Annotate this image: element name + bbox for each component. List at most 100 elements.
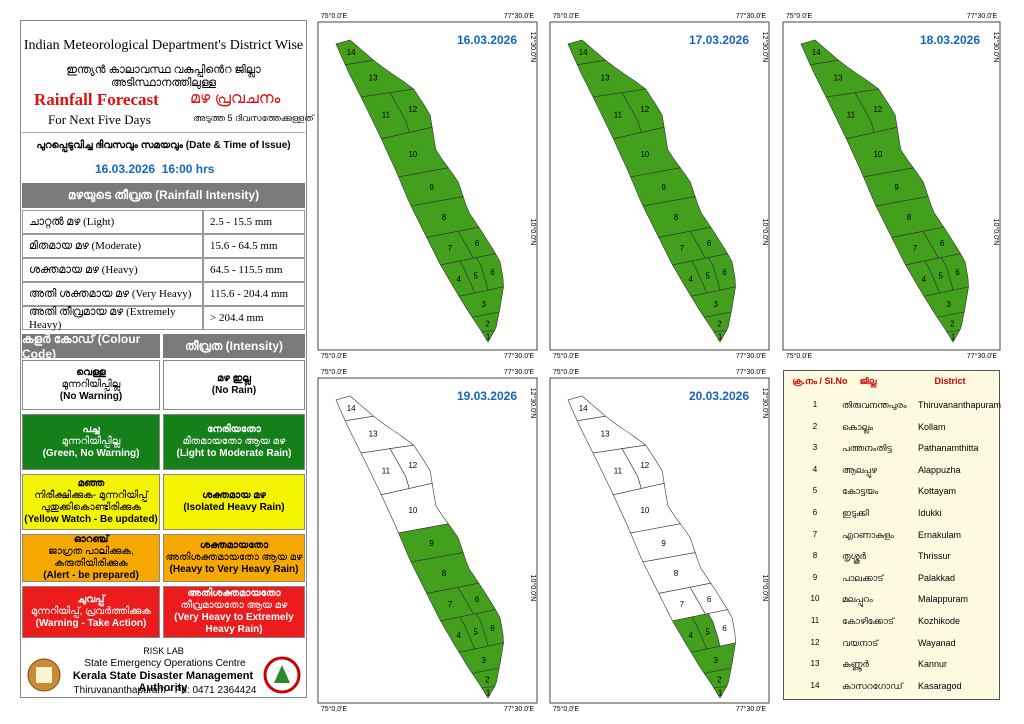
district-number: 14 — [579, 48, 588, 57]
district-en: Thrissur — [918, 551, 951, 562]
district-number: 1 — [718, 333, 723, 342]
lat-label: 12°30.0'N — [529, 388, 537, 419]
lon-label: 77°30.0'E — [504, 705, 535, 713]
district-number: 11 — [382, 110, 391, 119]
district-number: 4 — [457, 631, 462, 640]
district-number: 8 — [442, 213, 447, 222]
district-number: 6 — [722, 268, 727, 277]
colour-text: പുതുക്കികൊണ്ടിരിക്കുക — [41, 502, 141, 513]
district-number: 13 — [601, 74, 610, 83]
district-number: 12 — [408, 105, 417, 114]
district-number: 6 — [707, 595, 712, 604]
district-ml: തിരുവനന്തപുരം — [842, 400, 907, 410]
district-en: Kollam — [918, 421, 946, 432]
district-number: 8 — [442, 569, 447, 578]
district-number: 2 — [485, 675, 490, 684]
district-number: 2 — [717, 319, 722, 328]
district-number: 13 — [369, 430, 378, 439]
colour-text: ജാഗ്രത പാലിക്കുക, കരുതിയിരിക്കുക — [48, 546, 134, 569]
lon-label: 75°0.0'E — [321, 12, 348, 20]
district-number: 6 — [475, 239, 480, 248]
district-number: 4 — [689, 275, 694, 284]
table-header: ജില്ല — [859, 376, 877, 386]
district-ml: പത്തനംതിട്ട — [842, 443, 892, 454]
intensity-range: 15.6 - 64.5 mm — [203, 234, 305, 258]
intensity-label: ചാറ്റൽ മഴ (Light) — [22, 210, 203, 234]
colour-text: വെള്ള — [76, 367, 106, 378]
district-number: 4 — [689, 631, 694, 640]
legend-panel — [20, 20, 307, 698]
district-ml: കൊല്ലം — [842, 421, 874, 432]
forecast: Rainfall Forecast — [34, 90, 159, 109]
district-number: 2 — [717, 675, 722, 684]
district-number: 5 — [473, 628, 478, 637]
period: For Next Five Days — [48, 112, 151, 127]
district-en: Alappuzha — [918, 464, 961, 475]
district-number: 8 — [674, 213, 679, 222]
issue-date: 16.03.2026 16:00 hrs — [95, 162, 215, 176]
district-number: 4 — [457, 275, 462, 284]
colour-text: (Yellow Watch - Be updated) — [24, 514, 158, 525]
sl-no: 4 — [812, 464, 818, 474]
colour-text: മുന്നറിയിപ്പ്, പ്രവർത്തിക്കുക — [30, 606, 152, 617]
lat-label: 10°0.0'N — [529, 575, 537, 602]
lon-label: 75°0.0'E — [553, 12, 580, 20]
intensity-label: ശക്തമായ മഴ (Heavy) — [22, 258, 203, 282]
district-ml: കോട്ടയം — [842, 486, 879, 497]
district-en: Idukki — [918, 508, 942, 518]
title-ml: ഇന്ത്യൻ കാലാവസ്ഥ വകുപ്പിൻെറ ജില്ലാ അടിസ്… — [66, 64, 261, 89]
district-ml: കാസറഗോഡ് — [842, 680, 903, 691]
lon-label: 77°30.0'E — [504, 352, 535, 360]
district-en: Malappuram — [918, 594, 969, 605]
district-number: 1 — [486, 333, 491, 342]
district-number: 14 — [812, 48, 821, 57]
sl-no: 13 — [810, 659, 820, 669]
district-number: 12 — [640, 461, 649, 470]
sl-no: 14 — [810, 680, 820, 690]
district-en: Pathanamthitta — [918, 443, 979, 454]
district-en: Kasaragod — [918, 680, 962, 691]
colour-text: മഴ ഇല്ല — [217, 373, 251, 384]
district-en: Palakkad — [918, 572, 956, 583]
colour-text: ചുവപ്പ് — [77, 594, 105, 605]
colour-text: (No Rain) — [211, 385, 257, 396]
district-number: 11 — [382, 466, 391, 475]
lon-label: 77°30.0'E — [504, 368, 535, 376]
table-header: District — [934, 376, 966, 386]
district-ml: മലപ്പുറം — [842, 594, 873, 605]
lon-label: 77°30.0'E — [504, 12, 535, 20]
colour-text: (Heavy to Very Heavy Rain) — [169, 564, 299, 575]
intensity-label: അതി ശക്തമായ മഴ (Very Heavy) — [22, 282, 203, 306]
colour-text: ശക്തമായ മഴ — [202, 490, 266, 501]
sl-no: 6 — [812, 508, 818, 517]
colour-text: ഓറഞ്ച് — [73, 534, 109, 545]
district-number: 2 — [950, 319, 955, 328]
colour-cell: വെള്ള മുന്നറിയിപ്പില്ല (No Warning) — [22, 360, 160, 410]
colour-text: അതിശക്തമായതോ — [187, 588, 281, 599]
district-number: 3 — [946, 300, 951, 309]
district-ml: എറണാകുളം — [842, 529, 894, 540]
lat-label: 10°0.0'N — [761, 219, 769, 246]
issue-label: പുറപ്പെടുവിച്ച ദിവസവും സമയവും (Date & Ti… — [36, 140, 291, 151]
colour-cell: ശക്തമായ മഴ (Isolated Heavy Rain) — [163, 474, 305, 530]
forecast-ml: മഴ പ്രവചനം — [190, 90, 281, 107]
district-number: 10 — [640, 506, 649, 515]
colour-text: (Very Heavy to Extremely Heavy Rain) — [174, 612, 294, 635]
map-date: 17.03.2026 — [689, 33, 749, 47]
district-number: 6 — [722, 624, 727, 633]
intensity-range: > 204.4 mm — [203, 306, 305, 330]
district-number: 3 — [713, 656, 718, 665]
sl-no: 12 — [810, 637, 820, 647]
district-number: 12 — [640, 105, 649, 114]
lon-label: 77°30.0'E — [967, 12, 998, 20]
district-number: 9 — [429, 183, 434, 192]
lon-label: 75°0.0'E — [786, 12, 813, 20]
colour-text: നിരീക്ഷിക്കുക- മുന്നറിയിപ്പ് — [34, 490, 148, 501]
lon-label: 77°30.0'E — [736, 368, 767, 376]
intensity-range: 64.5 - 115.5 mm — [203, 258, 305, 282]
colour-text: നേരിയതോ — [207, 424, 261, 435]
sl-no: 2 — [812, 421, 818, 431]
colour-text: മിതമായതോ ആയ മഴ — [182, 436, 286, 447]
colour-cell: അതിശക്തമായതോ തീവ്രമായതോ ആയ മഴ (Very Heavy … — [163, 586, 305, 638]
intensity-title: മഴയുടെ തീവ്രത (Rainfall Intensity) — [22, 183, 305, 208]
